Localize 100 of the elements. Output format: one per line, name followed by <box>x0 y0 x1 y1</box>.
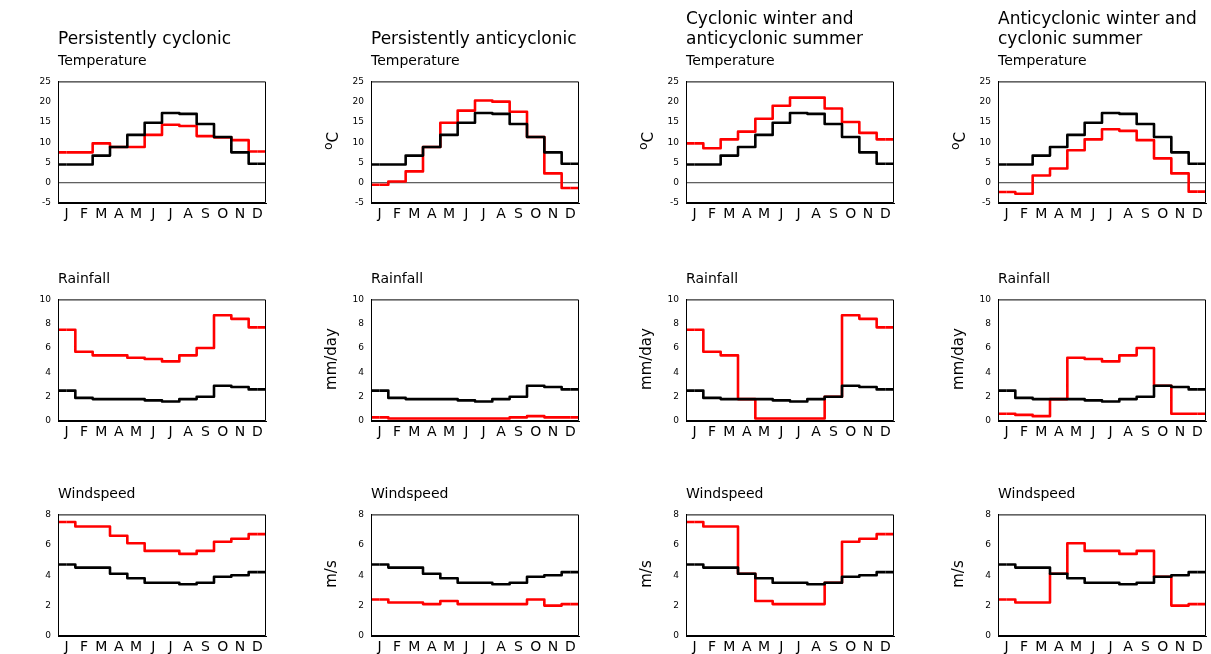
x-tick-label: J <box>150 638 156 654</box>
x-tick-label: D <box>564 423 576 440</box>
x-tick-label: O <box>217 205 229 222</box>
y-tick-label: 4 <box>673 569 680 580</box>
x-tick-label: N <box>234 423 246 440</box>
x-tick-label: S <box>513 423 523 440</box>
x-tick-label: J <box>1003 638 1009 654</box>
x-tick-label: J <box>63 638 69 654</box>
y-tick-label: 8 <box>358 318 365 329</box>
x-tick-label: J <box>778 423 784 440</box>
x-tick-label: J <box>167 205 173 222</box>
y-tick-label: 15 <box>352 116 364 127</box>
x-tick-label: F <box>707 638 717 654</box>
x-tick-label: S <box>200 638 210 654</box>
y-tick-label: 10 <box>979 136 992 147</box>
x-tick-label: M <box>1035 205 1048 222</box>
x-tick-label: J <box>1090 205 1096 222</box>
y-tick-label: 25 <box>979 75 991 86</box>
x-tick-label: S <box>200 423 210 440</box>
y-tick-label: 2 <box>358 391 364 402</box>
x-tick-label: N <box>547 638 559 654</box>
y-tick-label: 15 <box>667 116 679 127</box>
chart-subtitle: Rainfall <box>58 270 111 286</box>
x-tick-label: F <box>1019 638 1029 654</box>
chart-title: Anticyclonic winter and cyclonic summer <box>998 8 1198 48</box>
y-tick-label: 10 <box>352 293 365 304</box>
y-axis-title: mm/day <box>322 327 340 390</box>
x-tick-label: S <box>1140 205 1150 222</box>
y-tick-label: 10 <box>352 136 365 147</box>
x-tick-label: N <box>234 205 246 222</box>
y-axis-title: m/s <box>949 559 967 588</box>
y-tick-label: 6 <box>673 342 680 353</box>
y-tick-label: 6 <box>358 539 365 550</box>
y-tick-label: 25 <box>352 75 364 86</box>
y-axis-title: m/s <box>322 559 340 588</box>
x-tick-label: O <box>530 638 542 654</box>
chart-subtitle: Windspeed <box>998 485 1076 501</box>
x-tick-label: J <box>63 423 69 440</box>
y-tick-label: 20 <box>352 96 365 107</box>
x-tick-label: N <box>862 638 874 654</box>
x-tick-label: N <box>862 205 874 222</box>
y-tick-label: 20 <box>39 96 52 107</box>
x-tick-label: J <box>167 638 173 654</box>
x-tick-label: O <box>530 205 542 222</box>
y-tick-label: 25 <box>667 75 679 86</box>
chart-subtitle: Windspeed <box>371 485 449 501</box>
x-tick-label: A <box>1053 423 1064 440</box>
y-tick-label: 4 <box>985 366 992 377</box>
x-tick-label: J <box>778 638 784 654</box>
y-tick-label: 6 <box>358 342 365 353</box>
y-tick-label: 4 <box>985 569 992 580</box>
y-tick-label: 20 <box>979 96 992 107</box>
x-tick-label: M <box>408 423 421 440</box>
y-tick-label: 4 <box>673 366 680 377</box>
x-tick-label: J <box>1107 638 1113 654</box>
x-tick-label: J <box>376 205 382 222</box>
x-tick-label: O <box>217 423 229 440</box>
x-tick-label: S <box>1140 423 1150 440</box>
x-tick-label: M <box>95 205 108 222</box>
x-tick-label: A <box>496 205 507 222</box>
x-tick-label: A <box>811 638 822 654</box>
x-tick-label: N <box>1174 205 1186 222</box>
x-tick-label: A <box>183 205 194 222</box>
y-tick-label: 0 <box>985 630 992 641</box>
x-tick-label: A <box>426 638 437 654</box>
y-tick-label: 8 <box>985 318 992 329</box>
y-tick-label: 2 <box>673 391 679 402</box>
y-tick-label: 2 <box>45 599 51 610</box>
x-tick-label: M <box>408 205 421 222</box>
x-tick-label: A <box>741 638 752 654</box>
x-tick-label: F <box>707 423 717 440</box>
x-tick-label: J <box>1107 205 1113 222</box>
y-tick-label: 2 <box>358 599 364 610</box>
x-tick-label: D <box>251 423 263 440</box>
y-tick-label: 10 <box>667 136 680 147</box>
y-tick-label: 6 <box>45 539 52 550</box>
x-tick-label: S <box>828 205 838 222</box>
x-tick-label: J <box>795 638 801 654</box>
y-tick-label: 6 <box>673 539 680 550</box>
x-tick-label: J <box>691 423 697 440</box>
x-tick-label: J <box>1090 638 1096 654</box>
y-tick-label: 5 <box>673 156 679 167</box>
y-tick-label: -5 <box>670 197 679 208</box>
y-tick-label: 25 <box>39 75 51 86</box>
y-tick-label: 8 <box>985 508 992 519</box>
x-tick-label: D <box>1191 423 1203 440</box>
chart-subtitle: Temperature <box>998 52 1087 68</box>
x-tick-label: A <box>113 423 124 440</box>
x-tick-label: O <box>1157 205 1169 222</box>
x-tick-label: F <box>79 205 89 222</box>
chart-subtitle: Rainfall <box>998 270 1051 286</box>
x-tick-label: N <box>1174 638 1186 654</box>
y-tick-label: 5 <box>45 156 51 167</box>
x-tick-label: A <box>426 205 437 222</box>
x-tick-label: D <box>1191 638 1203 654</box>
y-tick-label: 10 <box>39 136 52 147</box>
chart-subtitle: Temperature <box>58 52 147 68</box>
y-tick-label: 8 <box>45 318 52 329</box>
x-tick-label: A <box>426 423 437 440</box>
chart-title: Cyclonic winter and anticyclonic summer <box>686 8 864 48</box>
